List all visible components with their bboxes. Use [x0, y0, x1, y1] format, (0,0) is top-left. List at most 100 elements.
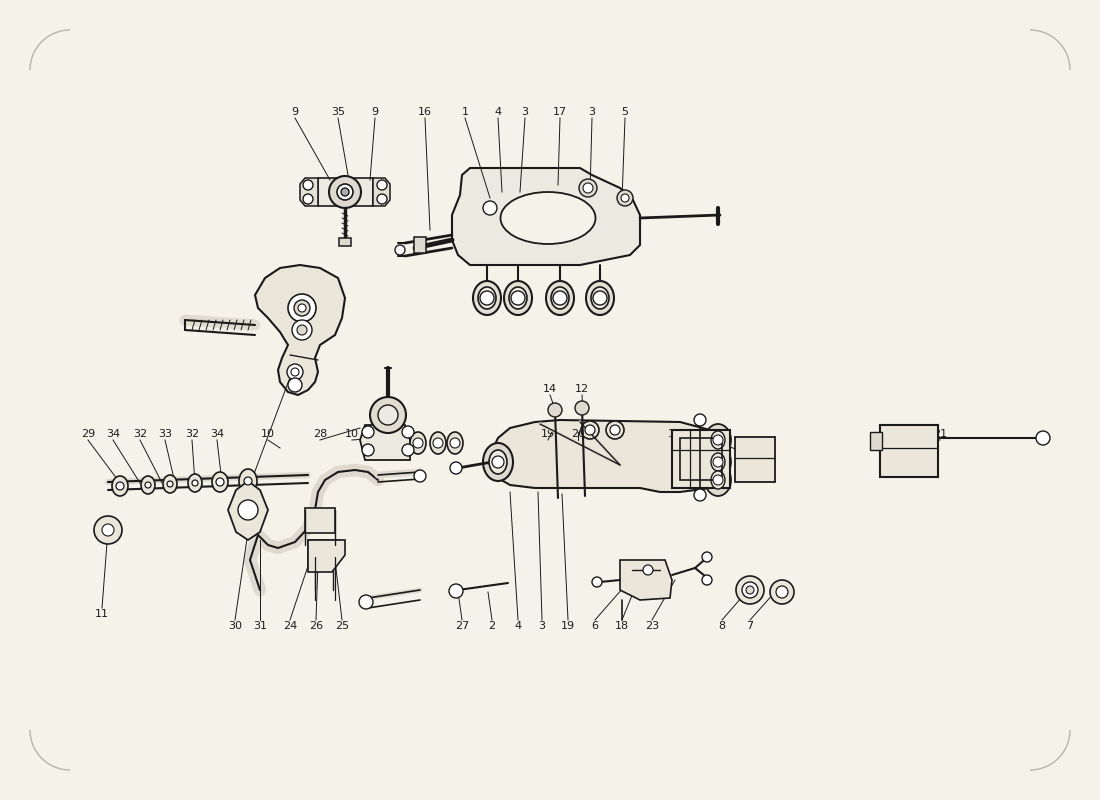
Text: 3: 3: [588, 107, 595, 117]
Circle shape: [216, 478, 224, 486]
Circle shape: [395, 245, 405, 255]
Circle shape: [433, 438, 443, 448]
Circle shape: [548, 403, 562, 417]
Ellipse shape: [112, 476, 128, 496]
Circle shape: [579, 179, 597, 197]
Circle shape: [297, 325, 307, 335]
Text: 3: 3: [521, 107, 528, 117]
Circle shape: [370, 397, 406, 433]
Circle shape: [575, 401, 589, 415]
Circle shape: [377, 194, 387, 204]
Ellipse shape: [163, 475, 177, 493]
Bar: [339, 238, 351, 246]
Text: 9: 9: [292, 107, 298, 117]
Ellipse shape: [239, 469, 257, 493]
Circle shape: [287, 364, 303, 380]
Text: 31: 31: [253, 621, 267, 631]
Ellipse shape: [483, 443, 513, 481]
Text: 24: 24: [283, 621, 297, 631]
Text: 3: 3: [539, 621, 546, 631]
Text: 29: 29: [81, 429, 95, 439]
Circle shape: [702, 552, 712, 562]
Circle shape: [581, 421, 600, 439]
Circle shape: [713, 435, 723, 445]
Ellipse shape: [500, 192, 595, 244]
Circle shape: [377, 180, 387, 190]
Circle shape: [606, 421, 624, 439]
Ellipse shape: [430, 432, 446, 454]
Circle shape: [742, 582, 758, 598]
Text: 15: 15: [375, 429, 389, 439]
Circle shape: [337, 184, 353, 200]
Circle shape: [288, 378, 302, 392]
Text: 10: 10: [261, 429, 275, 439]
Text: 14: 14: [543, 384, 557, 394]
Text: 7: 7: [747, 621, 754, 631]
Circle shape: [402, 426, 414, 438]
Circle shape: [713, 475, 723, 485]
Ellipse shape: [509, 287, 527, 309]
Circle shape: [694, 414, 706, 426]
Polygon shape: [452, 168, 640, 265]
Circle shape: [770, 580, 794, 604]
Text: 10: 10: [345, 429, 359, 439]
Polygon shape: [490, 420, 730, 492]
Circle shape: [644, 565, 653, 575]
Circle shape: [736, 576, 764, 604]
Text: 25: 25: [334, 621, 349, 631]
Circle shape: [244, 477, 252, 485]
Ellipse shape: [705, 464, 732, 496]
Polygon shape: [308, 540, 340, 565]
Text: 5: 5: [621, 107, 628, 117]
Circle shape: [341, 188, 349, 196]
Text: 21: 21: [933, 429, 947, 439]
Circle shape: [583, 183, 593, 193]
Circle shape: [292, 368, 299, 376]
Circle shape: [362, 444, 374, 456]
Bar: [672, 430, 730, 488]
Ellipse shape: [711, 471, 725, 489]
Circle shape: [746, 586, 754, 594]
Circle shape: [167, 481, 173, 487]
Text: 16: 16: [418, 107, 432, 117]
Ellipse shape: [711, 453, 725, 471]
Ellipse shape: [212, 472, 228, 492]
Circle shape: [402, 444, 414, 456]
Circle shape: [192, 480, 198, 486]
Ellipse shape: [504, 281, 532, 315]
Circle shape: [145, 482, 151, 488]
Text: 34: 34: [106, 429, 120, 439]
Circle shape: [776, 586, 788, 598]
Text: 33: 33: [158, 429, 172, 439]
Bar: [680, 438, 722, 480]
Circle shape: [412, 438, 424, 448]
Ellipse shape: [473, 281, 500, 315]
Text: 20: 20: [571, 429, 585, 439]
Ellipse shape: [490, 450, 507, 474]
Bar: [735, 437, 776, 482]
Circle shape: [414, 470, 426, 482]
Text: 17: 17: [553, 107, 568, 117]
Text: 22: 22: [705, 429, 719, 439]
Circle shape: [610, 425, 620, 435]
Text: 2: 2: [488, 621, 496, 631]
Circle shape: [483, 201, 497, 215]
Circle shape: [593, 291, 607, 305]
Ellipse shape: [591, 287, 609, 309]
Text: 32: 32: [185, 429, 199, 439]
Text: 19: 19: [541, 429, 556, 439]
Circle shape: [492, 456, 504, 468]
Circle shape: [302, 180, 313, 190]
Circle shape: [94, 516, 122, 544]
Ellipse shape: [711, 431, 725, 449]
Text: 32: 32: [133, 429, 147, 439]
Polygon shape: [620, 560, 672, 600]
Ellipse shape: [478, 287, 496, 309]
Text: 4: 4: [515, 621, 521, 631]
Circle shape: [378, 405, 398, 425]
Text: 23: 23: [645, 621, 659, 631]
Text: 9: 9: [372, 107, 378, 117]
Circle shape: [713, 457, 723, 467]
Circle shape: [329, 176, 361, 208]
Text: 27: 27: [455, 621, 469, 631]
